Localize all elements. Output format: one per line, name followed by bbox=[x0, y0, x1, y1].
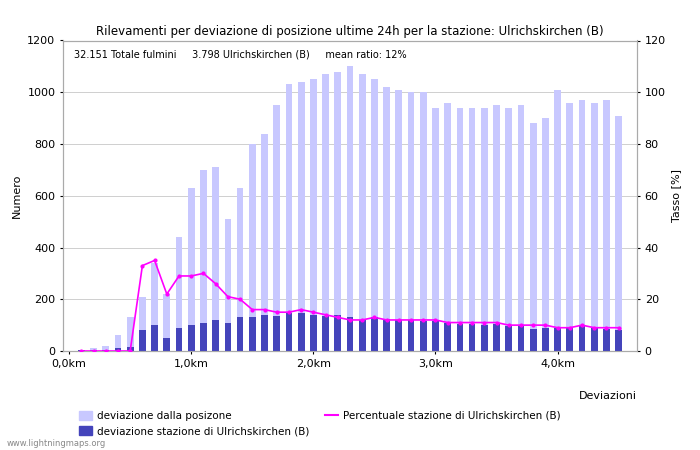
Bar bbox=[566, 328, 573, 351]
Bar bbox=[444, 103, 451, 351]
Bar bbox=[481, 108, 488, 351]
Bar bbox=[188, 325, 195, 351]
Bar bbox=[237, 317, 244, 351]
Bar bbox=[261, 134, 268, 351]
Bar bbox=[371, 79, 378, 351]
Bar bbox=[494, 105, 500, 351]
Bar bbox=[310, 79, 316, 351]
Text: Deviazioni: Deviazioni bbox=[579, 392, 637, 401]
Bar bbox=[456, 108, 463, 351]
Bar bbox=[151, 325, 158, 351]
Bar bbox=[542, 328, 549, 351]
Bar bbox=[579, 100, 585, 351]
Bar bbox=[346, 317, 354, 351]
Bar bbox=[530, 123, 537, 351]
Bar bbox=[579, 326, 585, 351]
Bar bbox=[591, 103, 598, 351]
Bar bbox=[494, 324, 500, 351]
Bar bbox=[469, 324, 475, 351]
Bar bbox=[384, 319, 390, 351]
Bar bbox=[115, 348, 121, 351]
Bar bbox=[517, 105, 524, 351]
Bar bbox=[359, 74, 365, 351]
Bar bbox=[200, 170, 206, 351]
Bar bbox=[371, 317, 378, 351]
Bar bbox=[249, 144, 256, 351]
Bar bbox=[432, 108, 439, 351]
Bar bbox=[517, 326, 524, 351]
Bar bbox=[603, 100, 610, 351]
Bar bbox=[615, 116, 622, 351]
Bar bbox=[163, 294, 170, 351]
Y-axis label: Numero: Numero bbox=[12, 174, 22, 218]
Bar bbox=[176, 328, 183, 351]
Bar bbox=[286, 314, 293, 351]
Bar bbox=[407, 320, 414, 351]
Text: www.lightningmaps.org: www.lightningmaps.org bbox=[7, 439, 106, 448]
Legend: deviazione dalla posizone, deviazione stazione di Ulrichskirchen (B), Percentual: deviazione dalla posizone, deviazione st… bbox=[75, 407, 565, 440]
Bar bbox=[115, 336, 121, 351]
Bar bbox=[310, 315, 316, 351]
Bar bbox=[444, 323, 451, 351]
Bar bbox=[505, 108, 512, 351]
Bar bbox=[420, 92, 426, 351]
Title: Rilevamenti per deviazione di posizione ultime 24h per la stazione: Ulrichskirch: Rilevamenti per deviazione di posizione … bbox=[96, 25, 604, 38]
Bar bbox=[225, 219, 231, 351]
Bar bbox=[322, 74, 329, 351]
Bar bbox=[615, 330, 622, 351]
Bar bbox=[90, 350, 97, 351]
Bar bbox=[151, 263, 158, 351]
Bar bbox=[102, 346, 109, 351]
Bar bbox=[200, 323, 206, 351]
Bar bbox=[139, 297, 146, 351]
Bar bbox=[127, 347, 134, 351]
Bar bbox=[176, 237, 183, 351]
Bar bbox=[395, 320, 402, 351]
Bar bbox=[335, 315, 341, 351]
Bar bbox=[542, 118, 549, 351]
Bar bbox=[530, 329, 537, 351]
Bar bbox=[322, 316, 329, 351]
Bar bbox=[432, 321, 439, 351]
Bar bbox=[469, 108, 475, 351]
Bar bbox=[127, 317, 134, 351]
Bar bbox=[225, 323, 231, 351]
Bar bbox=[188, 188, 195, 351]
Bar bbox=[566, 103, 573, 351]
Bar bbox=[237, 188, 244, 351]
Bar bbox=[274, 316, 280, 351]
Bar bbox=[249, 317, 256, 351]
Bar bbox=[603, 329, 610, 351]
Text: 32.151 Totale fulmini     3.798 Ulrichskirchen (B)     mean ratio: 12%: 32.151 Totale fulmini 3.798 Ulrichskirch… bbox=[74, 50, 407, 60]
Bar bbox=[212, 167, 219, 351]
Bar bbox=[554, 90, 561, 351]
Bar bbox=[261, 315, 268, 351]
Bar bbox=[407, 92, 414, 351]
Bar bbox=[139, 330, 146, 351]
Bar bbox=[591, 328, 598, 351]
Bar bbox=[456, 324, 463, 351]
Bar bbox=[274, 105, 280, 351]
Bar bbox=[505, 326, 512, 351]
Bar bbox=[102, 350, 109, 351]
Bar bbox=[212, 320, 219, 351]
Bar bbox=[395, 90, 402, 351]
Bar bbox=[298, 314, 304, 351]
Bar bbox=[554, 328, 561, 351]
Y-axis label: Tasso [%]: Tasso [%] bbox=[671, 169, 681, 222]
Bar bbox=[335, 72, 341, 351]
Bar bbox=[359, 320, 365, 351]
Bar bbox=[481, 325, 488, 351]
Bar bbox=[420, 321, 426, 351]
Bar bbox=[384, 87, 390, 351]
Bar bbox=[286, 85, 293, 351]
Bar bbox=[346, 66, 354, 351]
Bar bbox=[90, 348, 97, 351]
Bar bbox=[298, 82, 304, 351]
Bar bbox=[78, 350, 85, 351]
Bar bbox=[163, 338, 170, 351]
